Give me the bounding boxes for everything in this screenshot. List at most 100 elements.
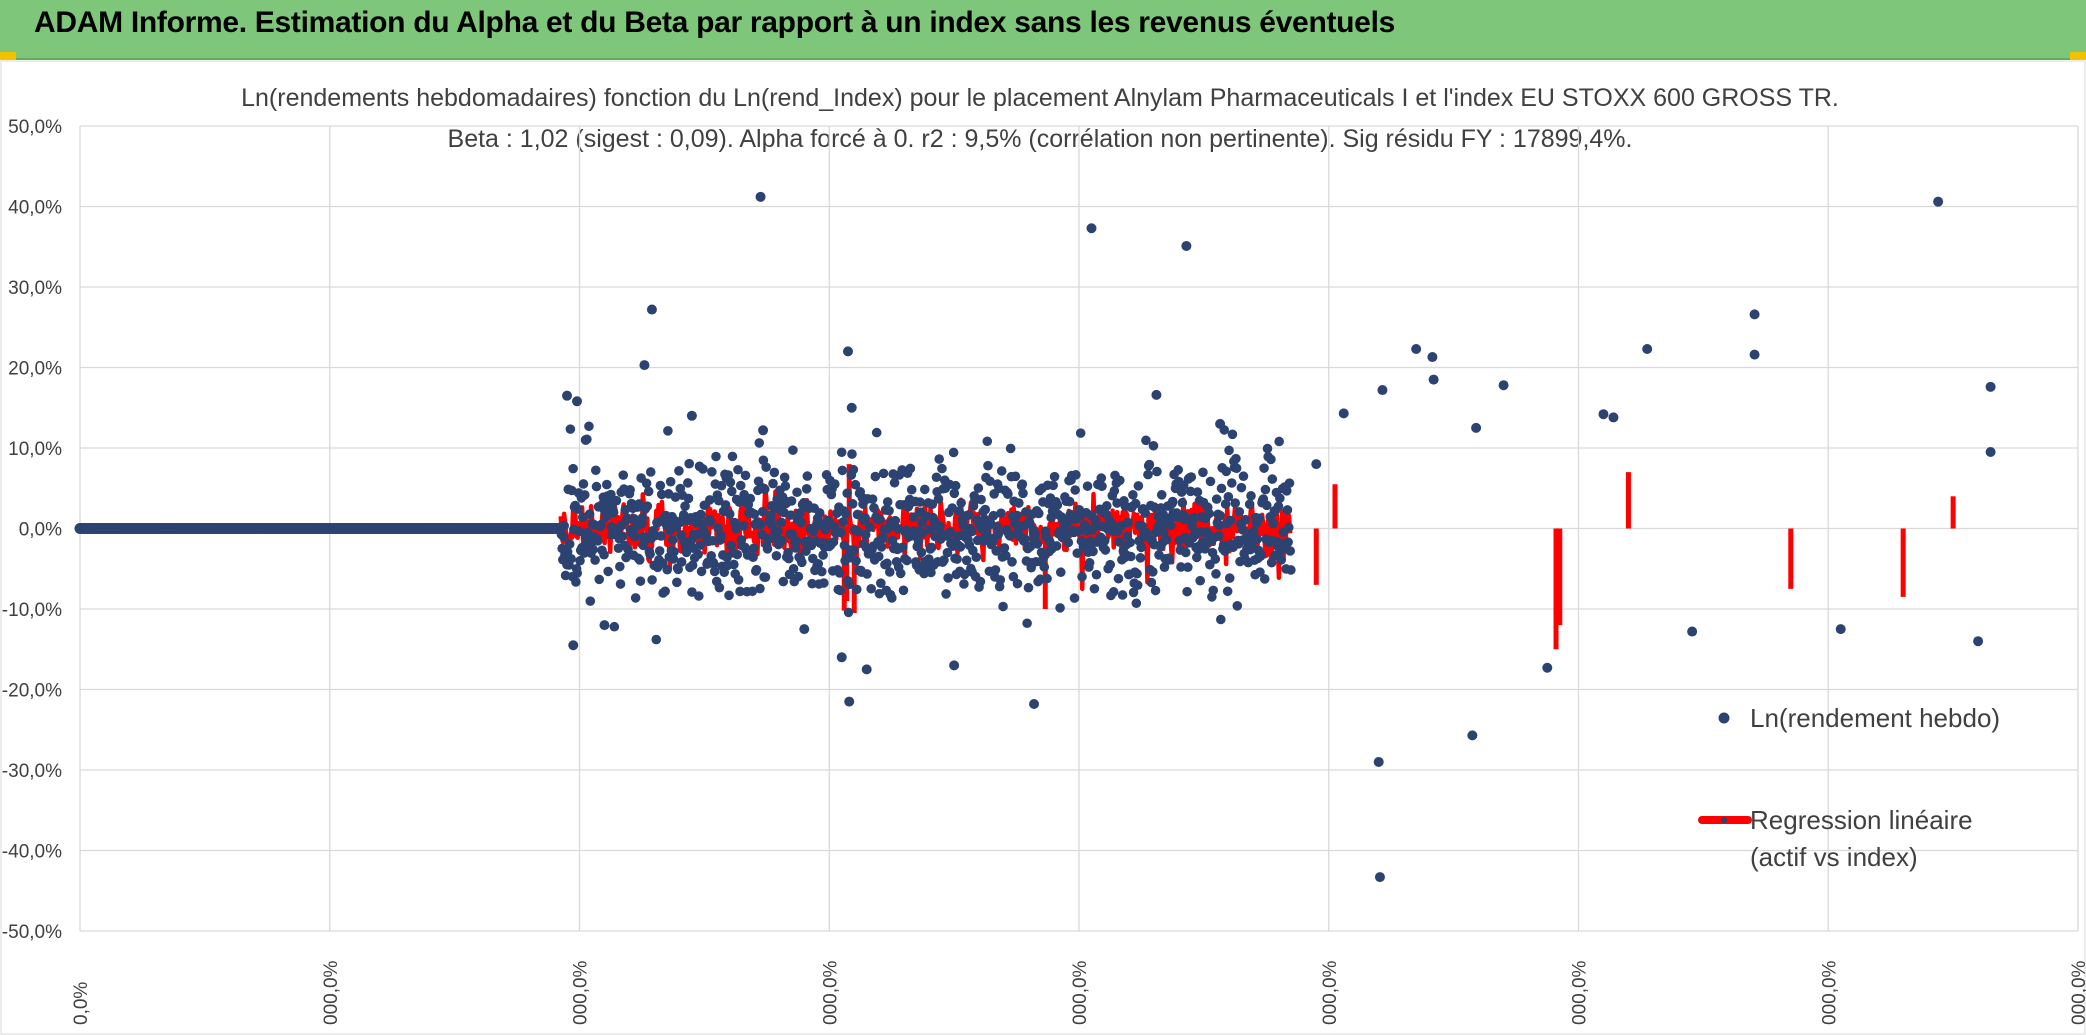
data-point xyxy=(618,470,629,480)
data-point xyxy=(668,554,679,564)
data-point xyxy=(573,504,583,515)
data-point xyxy=(952,554,962,564)
data-point xyxy=(755,519,766,530)
data-point xyxy=(1260,484,1271,495)
data-point xyxy=(905,463,916,474)
data-point xyxy=(1214,520,1225,531)
data-point xyxy=(1042,573,1052,584)
data-point xyxy=(735,480,746,491)
data-point xyxy=(996,466,1007,476)
data-point xyxy=(843,607,854,618)
data-point xyxy=(942,547,953,558)
data-point xyxy=(1230,498,1241,508)
data-point xyxy=(1144,459,1155,470)
data-point xyxy=(1223,491,1234,502)
points-series xyxy=(74,191,1996,883)
data-point xyxy=(1070,485,1080,495)
data-point xyxy=(1035,574,1045,585)
data-point-outlier xyxy=(1427,352,1438,363)
data-point xyxy=(933,494,944,504)
data-point xyxy=(611,495,622,506)
data-point xyxy=(698,464,708,474)
data-point xyxy=(1052,500,1063,510)
data-point xyxy=(1152,466,1162,477)
data-point xyxy=(767,520,778,530)
data-point xyxy=(716,480,727,491)
data-point xyxy=(705,517,716,527)
data-point xyxy=(720,500,731,510)
data-point xyxy=(1117,590,1128,600)
data-point xyxy=(657,558,668,568)
data-point-outlier xyxy=(1338,408,1349,419)
data-point xyxy=(1283,537,1293,547)
data-point xyxy=(1064,496,1075,507)
data-point xyxy=(1075,428,1086,438)
data-point xyxy=(1198,467,1208,478)
data-point xyxy=(1173,465,1184,475)
data-point xyxy=(983,460,993,471)
data-point xyxy=(634,555,645,565)
data-point xyxy=(1005,531,1015,541)
data-point xyxy=(667,535,678,545)
data-point xyxy=(1237,525,1248,535)
data-point xyxy=(599,549,609,560)
data-point xyxy=(1140,508,1151,518)
data-point xyxy=(1167,496,1178,507)
data-point xyxy=(884,567,895,577)
data-point xyxy=(862,569,872,579)
data-point xyxy=(1012,578,1023,589)
data-point xyxy=(584,509,595,519)
data-point xyxy=(1231,453,1241,464)
data-point xyxy=(945,527,955,538)
data-point-outlier xyxy=(568,640,579,651)
data-point xyxy=(1252,534,1262,545)
data-point xyxy=(895,568,906,579)
data-point xyxy=(998,601,1008,612)
data-point xyxy=(1165,520,1176,531)
data-point xyxy=(819,578,829,588)
data-point xyxy=(1055,603,1065,613)
data-point xyxy=(1220,499,1231,509)
data-point xyxy=(1181,513,1192,524)
y-tick-label: -30,0% xyxy=(2,761,62,782)
data-point xyxy=(1189,512,1199,523)
x-tick-label: 000,0% xyxy=(1819,960,1840,1025)
data-point xyxy=(963,510,974,520)
data-point-outlier xyxy=(1687,626,1698,637)
data-point-outlier xyxy=(1985,447,1996,458)
data-point-outlier xyxy=(1377,385,1388,396)
x-tick-label: 0,0% xyxy=(71,982,92,1025)
data-point-outlier xyxy=(1835,624,1846,635)
data-point xyxy=(681,547,692,558)
data-point xyxy=(882,497,893,507)
data-point xyxy=(992,521,1002,532)
data-point xyxy=(735,586,745,597)
data-point xyxy=(724,590,734,601)
data-point xyxy=(759,484,770,495)
data-point xyxy=(1186,472,1197,482)
data-point xyxy=(575,555,585,566)
data-point xyxy=(1150,585,1161,596)
legend-label-regression-2: (actif vs index) xyxy=(1750,842,1918,872)
data-point xyxy=(738,521,749,531)
data-point xyxy=(1128,587,1139,598)
data-point-outlier xyxy=(799,624,810,635)
data-point xyxy=(762,544,773,554)
data-point xyxy=(1090,516,1101,526)
data-point xyxy=(566,553,576,564)
data-point xyxy=(615,579,626,589)
data-point xyxy=(606,489,616,500)
data-point xyxy=(1105,559,1116,570)
data-point xyxy=(1005,443,1016,454)
data-point xyxy=(949,488,960,499)
data-point xyxy=(884,505,894,516)
data-point xyxy=(906,484,917,495)
data-point xyxy=(975,576,986,587)
data-point xyxy=(850,479,861,490)
data-point xyxy=(564,539,575,549)
data-point xyxy=(954,506,964,516)
data-point xyxy=(1084,557,1095,568)
data-point xyxy=(662,564,673,575)
data-point xyxy=(966,526,977,537)
data-point-outlier xyxy=(1985,381,1996,392)
